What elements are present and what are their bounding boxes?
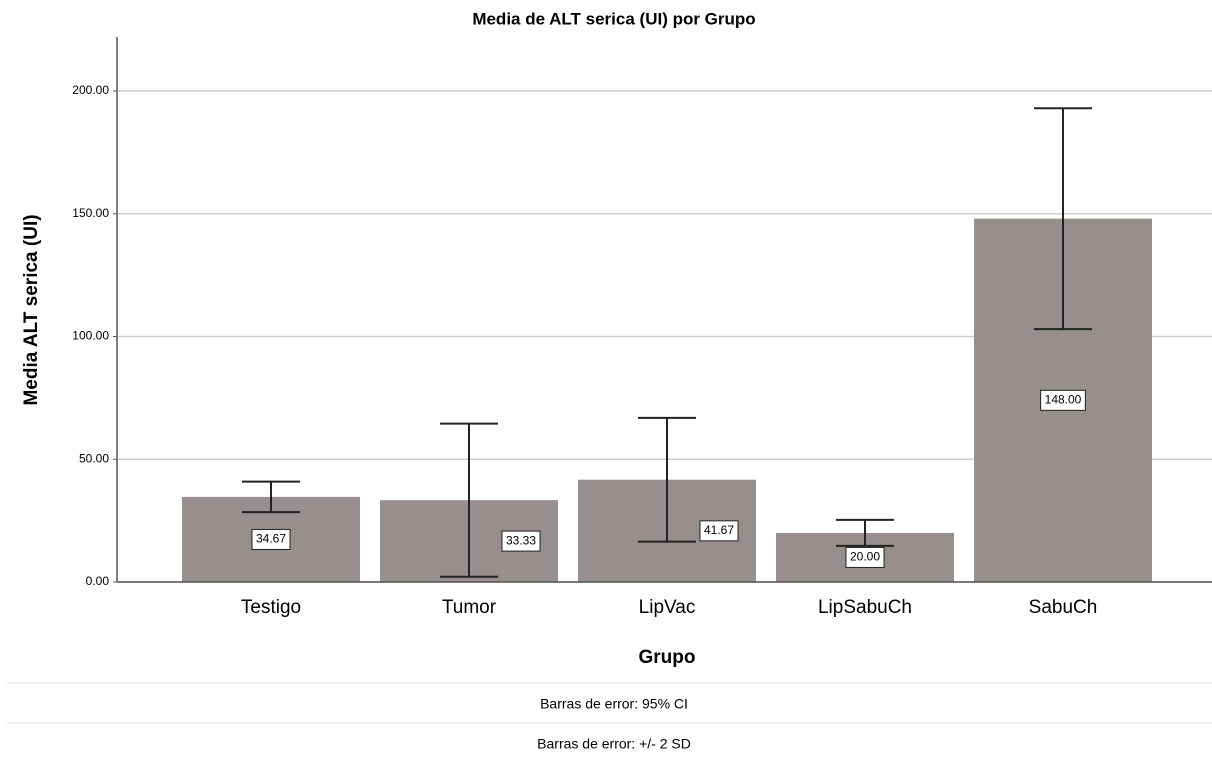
x-tick-label: Tumor: [442, 597, 497, 618]
value-label-box: [699, 520, 739, 542]
y-tick-label: 50.00: [79, 451, 109, 465]
x-tick-label: LipSabuCh: [818, 597, 912, 618]
y-tick-label: 0.00: [86, 574, 110, 588]
value-label-text: 20.00: [850, 550, 880, 564]
y-tick-label: 100.00: [72, 329, 109, 343]
footnote: Barras de error: +/- 2 SD: [537, 736, 691, 752]
value-label-text: 33.33: [506, 533, 536, 547]
footnote: Barras de error: 95% CI: [540, 696, 688, 712]
value-label-box: [251, 528, 291, 550]
x-axis-label: Grupo: [639, 647, 696, 668]
x-tick-label: SabuCh: [1029, 597, 1098, 618]
y-tick-label: 150.00: [72, 206, 109, 220]
y-tick-label: 200.00: [72, 83, 109, 97]
value-label-box: [845, 546, 885, 568]
chart-title: Media de ALT serica (UI) por Grupo: [472, 9, 755, 28]
value-label-box: [501, 530, 541, 552]
value-label-text: 34.67: [256, 532, 286, 546]
value-label-text: 148.00: [1045, 393, 1082, 407]
x-tick-label: Testigo: [241, 597, 301, 618]
x-tick-label: LipVac: [639, 597, 696, 618]
y-axis-label: Media ALT serica (UI): [21, 214, 42, 405]
value-label-box: [1040, 389, 1086, 411]
value-label-text: 41.67: [704, 523, 734, 537]
